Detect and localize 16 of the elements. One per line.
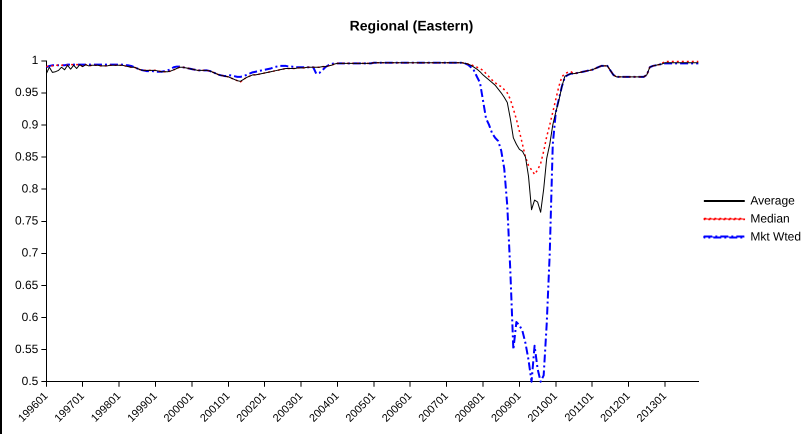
y-tick-label: 0.55 [14, 342, 39, 356]
y-tick-label: 1 [32, 53, 39, 68]
chart-title: Regional (Eastern) [350, 17, 474, 34]
legend-label: Mkt Wted [750, 229, 801, 244]
y-tick-label: 0.65 [14, 278, 39, 292]
legend-label: Average [750, 193, 796, 208]
line-series [46, 60, 700, 176]
y-tick-label: 0.8 [22, 181, 39, 196]
y-tick-label: 0.6 [22, 310, 39, 324]
y-tick-label: 0.75 [14, 214, 39, 228]
y-tick-label: 0.5 [22, 374, 39, 388]
y-tick-label: 0.85 [14, 149, 39, 164]
y-tick-label: 0.9 [22, 117, 39, 132]
legend-label: Median [750, 211, 790, 226]
y-tick-label: 0.95 [14, 85, 39, 100]
y-tick-label: 0.7 [22, 246, 39, 260]
